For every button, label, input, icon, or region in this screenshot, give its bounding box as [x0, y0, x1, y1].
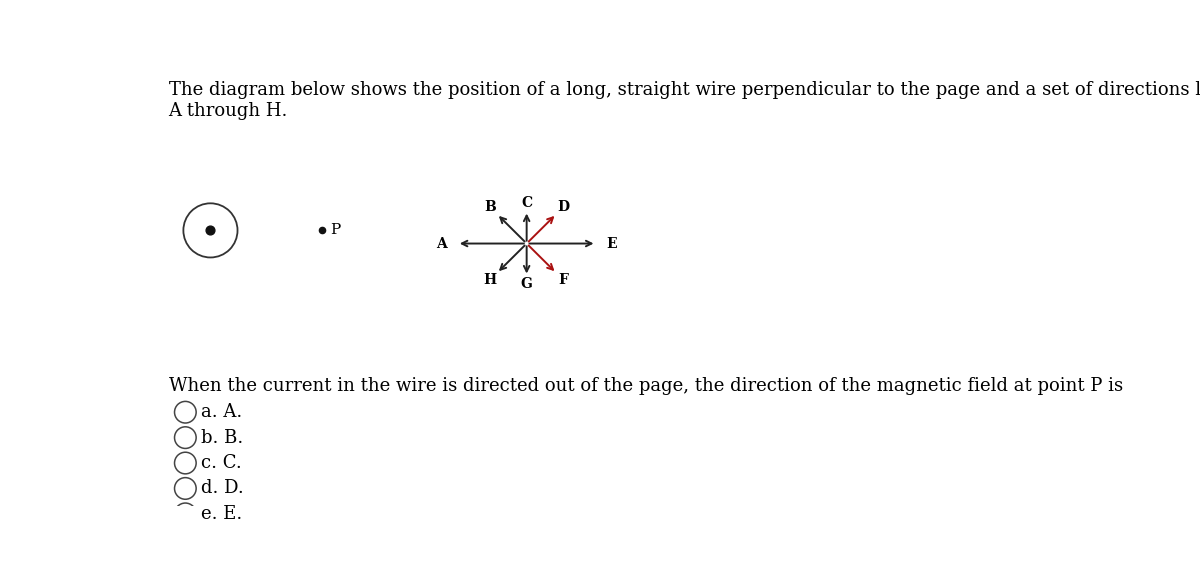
Point: [312, 226, 331, 235]
Point: [175, 459, 194, 468]
Text: The diagram below shows the position of a long, straight wire perpendicular to t: The diagram below shows the position of …: [168, 81, 1200, 120]
Text: When the current in the wire is directed out of the page, the direction of the m: When the current in the wire is directed…: [168, 377, 1123, 395]
Text: F: F: [558, 273, 568, 287]
Point: [200, 226, 220, 235]
Text: D: D: [557, 200, 569, 215]
Point: [175, 433, 194, 442]
Text: P: P: [330, 224, 341, 237]
Text: B: B: [485, 200, 496, 215]
Text: H: H: [484, 273, 497, 287]
Point: [175, 484, 194, 493]
Text: E: E: [606, 237, 617, 250]
Text: A: A: [436, 237, 446, 250]
Text: C: C: [521, 196, 533, 211]
Text: e. E.: e. E.: [202, 505, 242, 523]
Text: b. B.: b. B.: [202, 428, 244, 447]
Text: c. C.: c. C.: [202, 454, 242, 472]
Text: a. A.: a. A.: [202, 403, 242, 421]
Text: G: G: [521, 277, 533, 291]
Text: d. D.: d. D.: [202, 480, 244, 497]
Point: [175, 407, 194, 417]
Point: [200, 226, 220, 235]
Point: [175, 509, 194, 518]
